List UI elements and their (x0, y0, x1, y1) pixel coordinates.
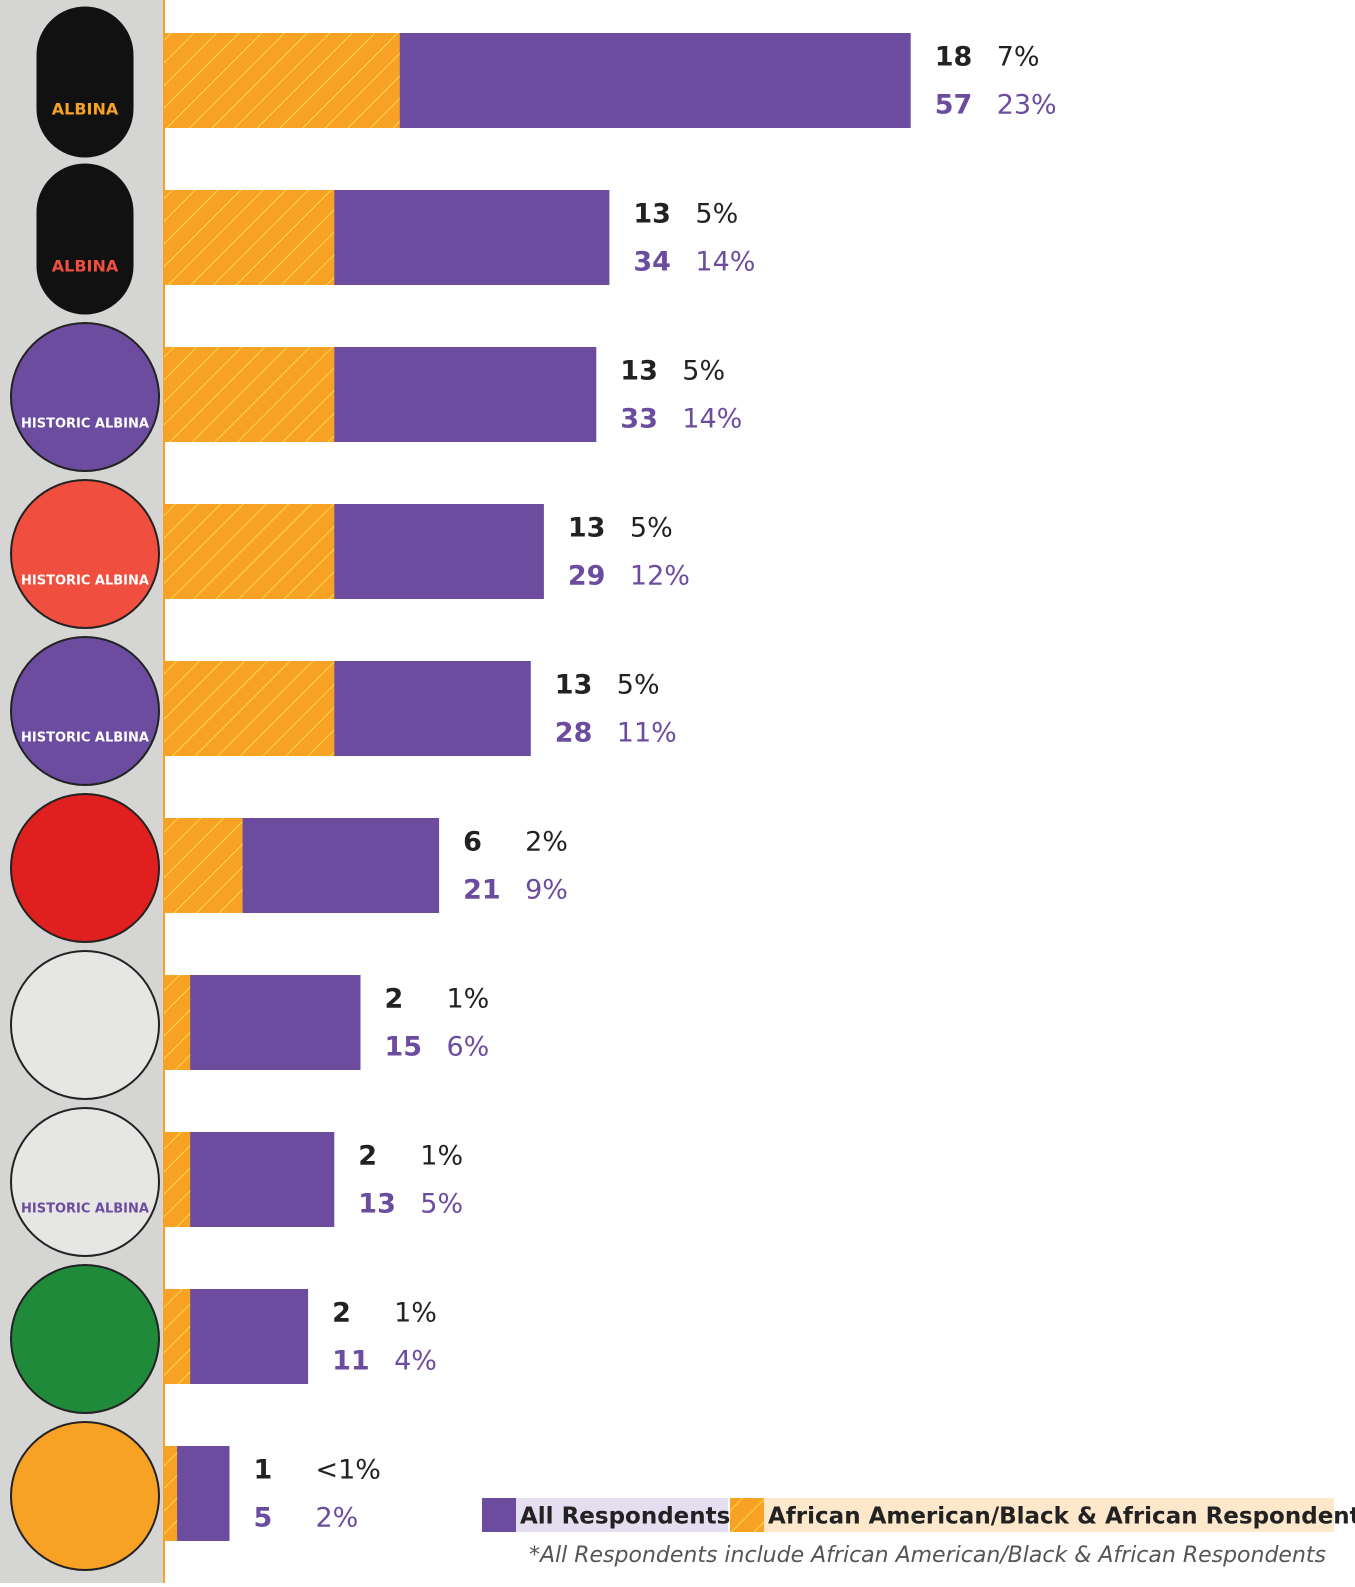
bar (164, 975, 190, 1070)
bar (164, 33, 400, 128)
value-label: 21 (463, 875, 501, 906)
percent-label: 1% (447, 984, 490, 1015)
footnote: *All Respondents include African America… (529, 1543, 1326, 1568)
percent-label: 2% (525, 827, 568, 858)
percent-label: 9% (525, 875, 568, 906)
logo (11, 480, 159, 628)
value-label: 13 (555, 670, 593, 701)
percent-label: 7% (997, 42, 1040, 73)
percent-label: 2% (316, 1503, 359, 1534)
value-label: 2 (358, 1141, 377, 1172)
bar (164, 1289, 190, 1384)
value-label: 2 (332, 1298, 351, 1329)
legend-swatch (730, 1498, 764, 1532)
percent-label: 5% (630, 513, 673, 544)
value-label: 33 (620, 404, 658, 435)
value-label: 5 (254, 1503, 273, 1534)
percent-label: 5% (695, 199, 738, 230)
bar (164, 818, 243, 913)
value-label: 57 (935, 90, 973, 121)
logo-text: HISTORIC ALBINA (21, 1202, 149, 1217)
percent-label: 14% (695, 247, 755, 278)
percent-label: 14% (682, 404, 742, 435)
value-label: 15 (385, 1032, 423, 1063)
logo (11, 323, 159, 471)
percent-label: 5% (420, 1189, 463, 1220)
percent-label: 11% (617, 718, 677, 749)
bar (164, 975, 361, 1070)
legend-swatch (482, 1498, 516, 1532)
logo (11, 1422, 159, 1570)
percent-label: 6% (447, 1032, 490, 1063)
chart: All Respondents* African American/Black … (0, 0, 1355, 1583)
percent-label: 4% (394, 1346, 437, 1377)
logo-text: HISTORIC ALBINA (21, 574, 149, 589)
logo-text: HISTORIC ALBINA (21, 731, 149, 746)
logo (11, 637, 159, 785)
value-label: 6 (463, 827, 482, 858)
value-label: 18 (935, 42, 973, 73)
logo-text: ALBINA (52, 257, 119, 276)
value-label: 13 (620, 356, 658, 387)
legend-label: All Respondents* (520, 1504, 742, 1530)
bar (164, 1132, 190, 1227)
value-label: 13 (358, 1189, 396, 1220)
logo-text: HISTORIC ALBINA (21, 417, 149, 432)
value-label: 11 (332, 1346, 370, 1377)
percent-label: <1% (316, 1455, 381, 1486)
legend-label: African American/Black & African Respond… (768, 1504, 1355, 1530)
percent-label: 23% (997, 90, 1057, 121)
percent-label: 12% (630, 561, 690, 592)
percent-label: 1% (394, 1298, 437, 1329)
bar (164, 504, 334, 599)
bar (164, 190, 334, 285)
percent-label: 5% (617, 670, 660, 701)
bar (164, 1446, 177, 1541)
logo (11, 1108, 159, 1256)
value-label: 13 (568, 513, 606, 544)
percent-label: 1% (420, 1141, 463, 1172)
bar (164, 347, 334, 442)
value-label: 29 (568, 561, 606, 592)
logo-text: ALBINA (52, 100, 119, 119)
value-label: 2 (385, 984, 404, 1015)
logo (38, 8, 132, 156)
value-label: 1 (254, 1455, 273, 1486)
logo (11, 1265, 159, 1413)
bar (164, 661, 334, 756)
value-label: 28 (555, 718, 593, 749)
value-label: 13 (633, 199, 671, 230)
percent-label: 5% (682, 356, 725, 387)
value-label: 34 (633, 247, 671, 278)
logo (11, 951, 159, 1099)
logo (38, 165, 132, 313)
logo (11, 794, 159, 942)
